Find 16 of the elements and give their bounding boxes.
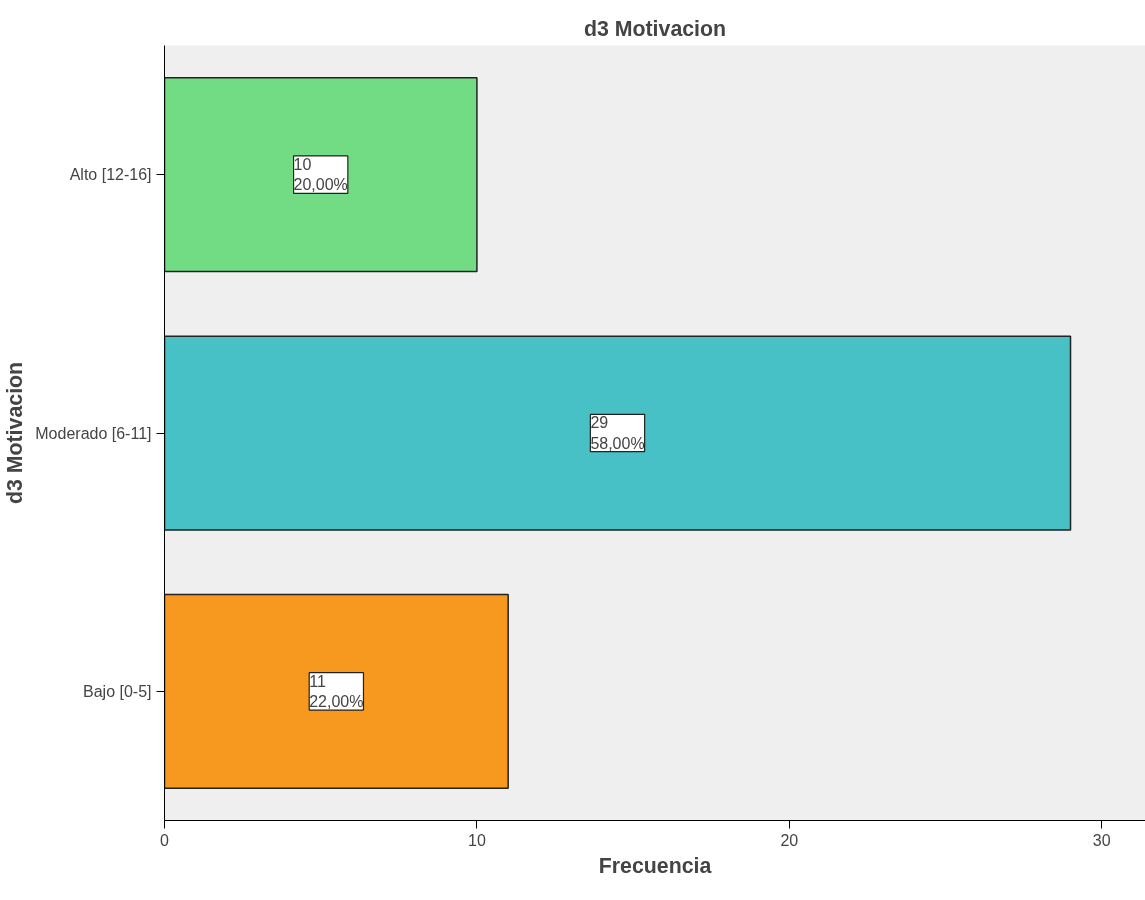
x-tick-label: 20 — [780, 831, 799, 849]
y-tick-label: Bajo [0-5] — [83, 682, 152, 700]
data-label: 11 22,00% — [309, 672, 364, 711]
data-label: 10 20,00% — [293, 155, 348, 194]
y-tick-label: Moderado [6-11] — [35, 424, 152, 442]
data-label: 29 58,00% — [590, 414, 645, 452]
x-axis-title: Frecuencia — [598, 853, 712, 878]
x-tick-label: 30 — [1092, 831, 1111, 849]
y-axis-title: d3 Motivacion — [3, 361, 28, 505]
bar — [164, 335, 1072, 531]
chart-title: d3 Motivacion — [583, 16, 727, 41]
x-tick-label: 10 — [468, 831, 486, 849]
x-tick-label: 0 — [160, 831, 170, 849]
bar — [164, 77, 478, 273]
y-tick-label: Alto [12-16] — [69, 166, 152, 184]
bar — [164, 593, 509, 789]
